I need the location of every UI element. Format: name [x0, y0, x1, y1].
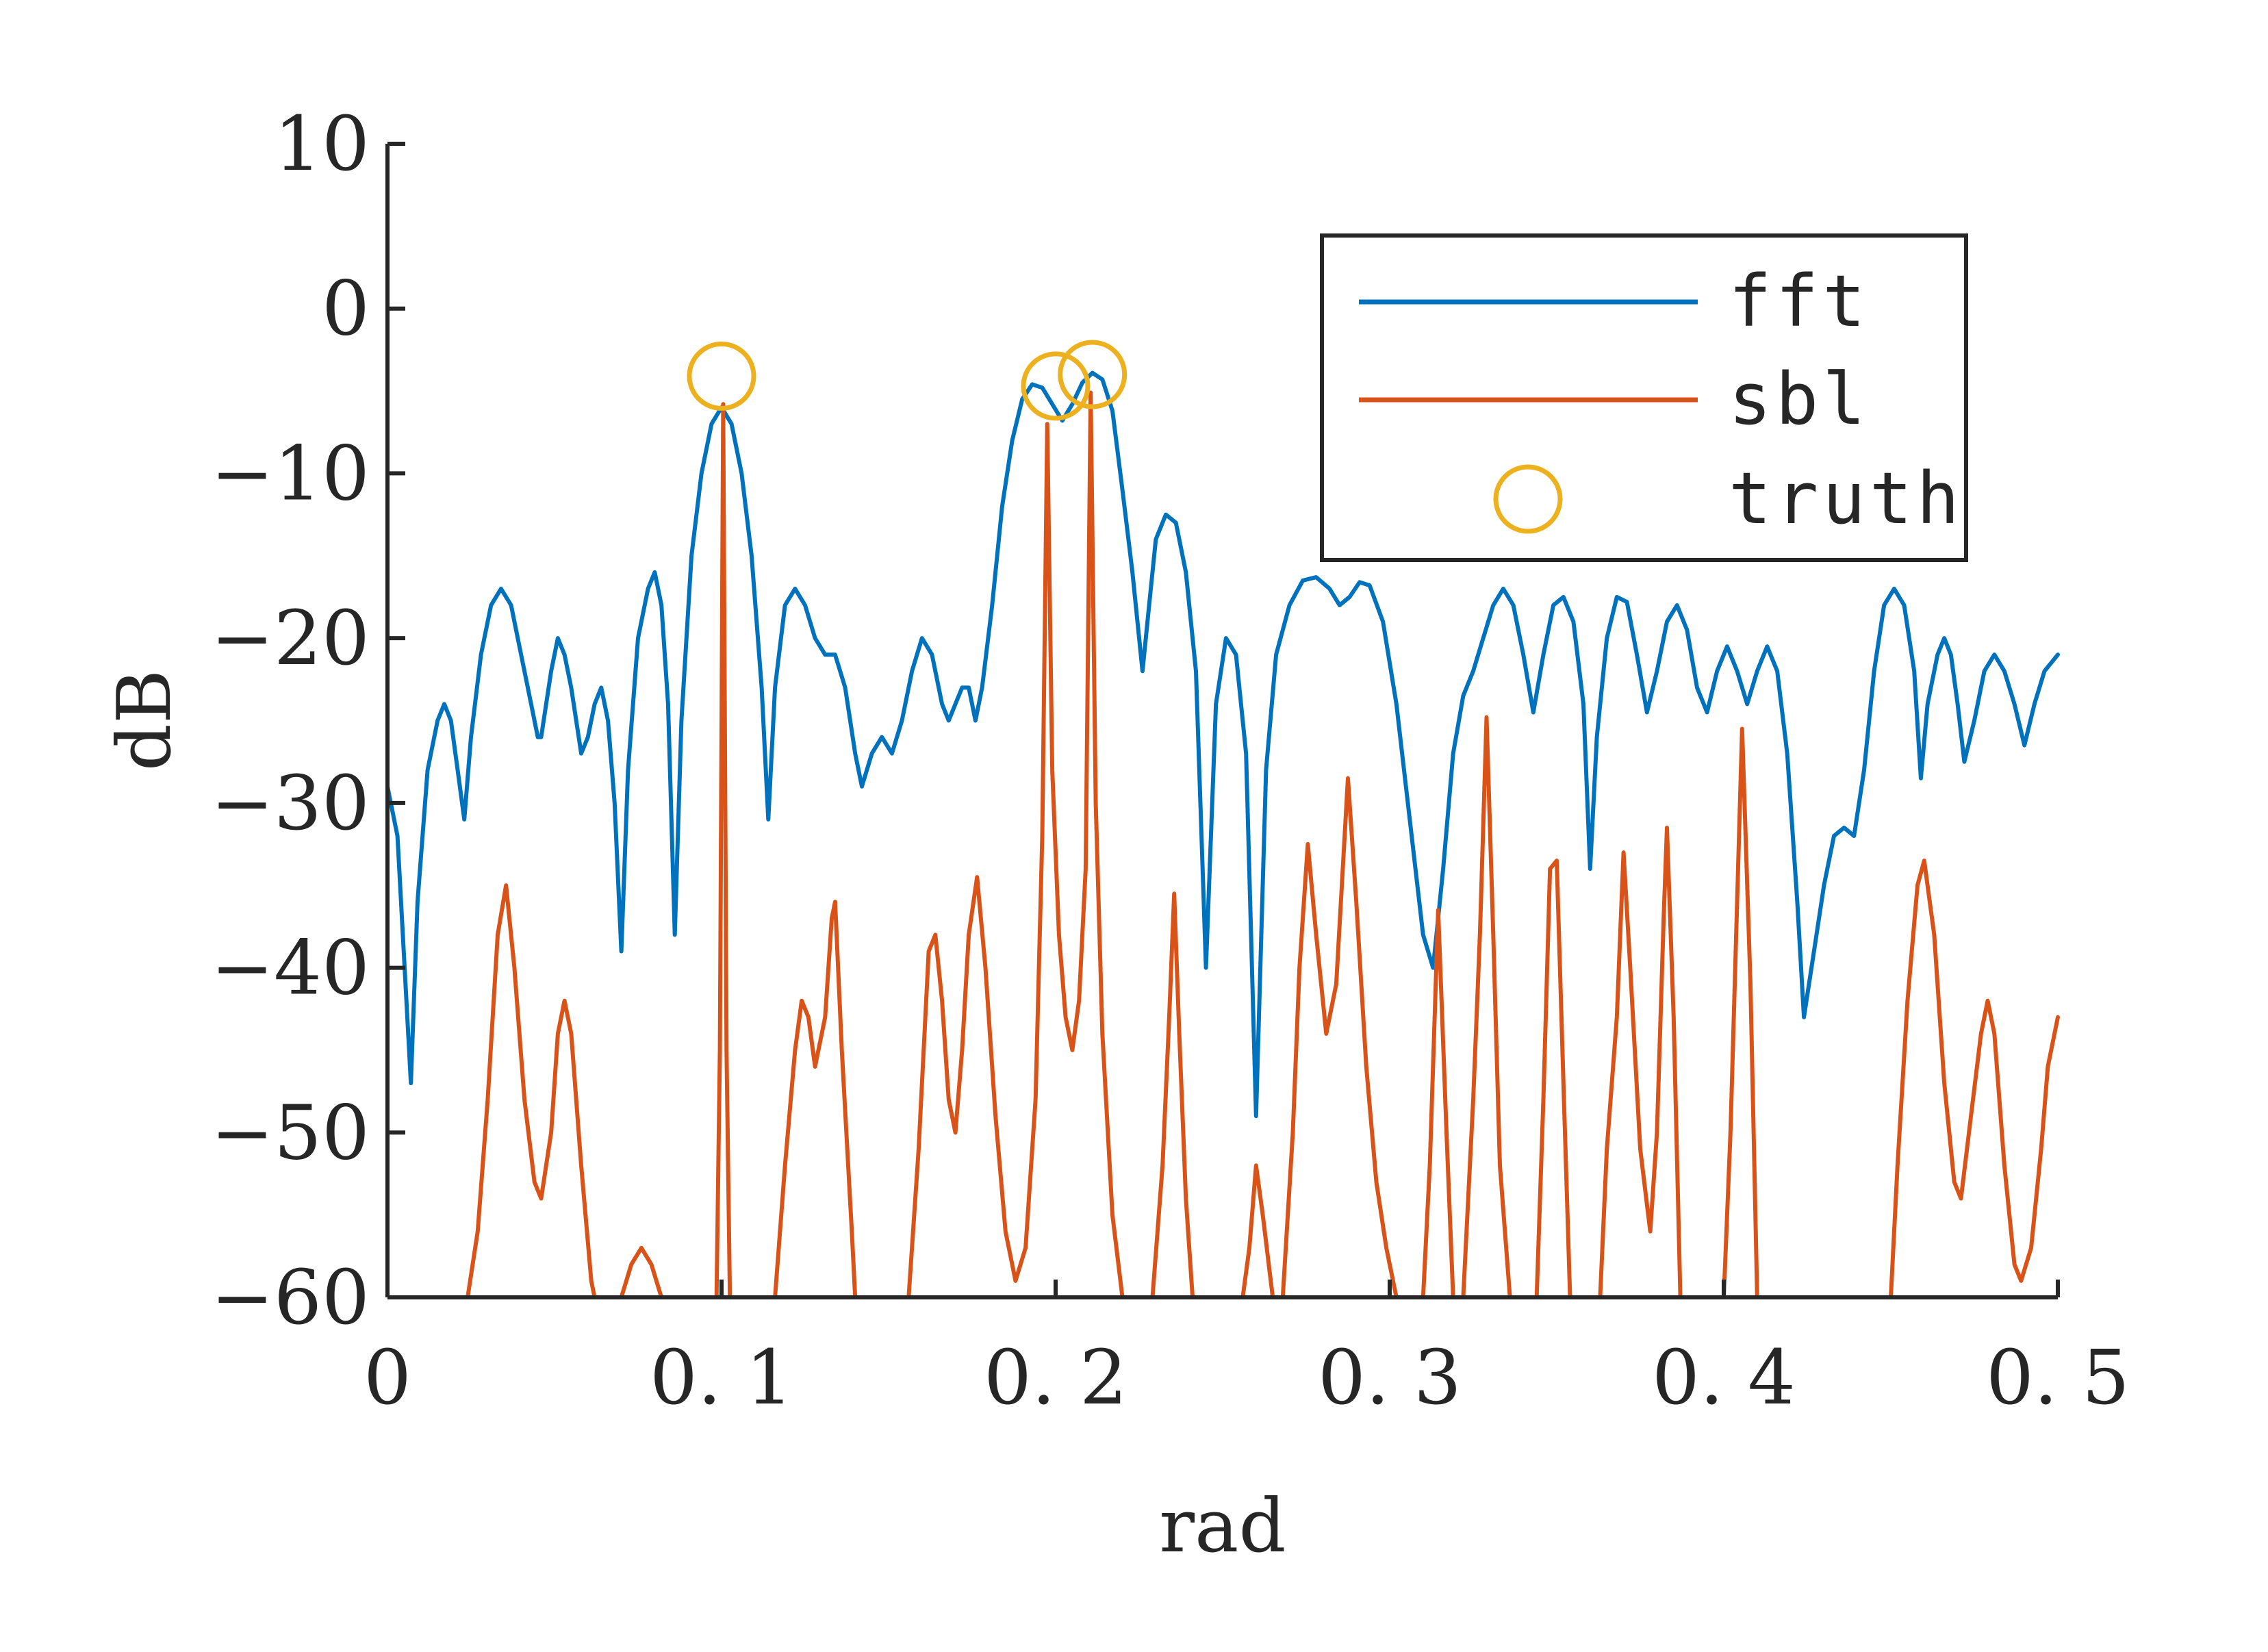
y-tick-label-3: −20: [211, 594, 370, 682]
legend-truth-label: truth: [1729, 457, 1963, 540]
series-truth-marker-2: [1058, 340, 1127, 409]
series-truth-marker-1: [1021, 351, 1091, 421]
y-ticks: 10 0 −10 −20 −30 −40 −50 −60: [211, 100, 405, 1341]
legend-fft-label: fft: [1729, 259, 1870, 343]
y-tick-label-2: −10: [211, 429, 370, 517]
y-tick-label-5: −40: [211, 924, 370, 1012]
x-tick-label-3: 0. 3: [1318, 1334, 1462, 1421]
x-axis-label: rad: [1159, 1484, 1286, 1569]
y-tick-label-4: −30: [211, 759, 370, 847]
y-tick-label-6: −50: [211, 1089, 370, 1176]
x-tick-label-2: 0. 2: [984, 1334, 1127, 1421]
y-axis-label: dB: [102, 670, 188, 772]
y-tick-label-7: −60: [211, 1254, 370, 1341]
y-tick-label-1: 0: [322, 265, 370, 353]
x-ticks: 0 0. 1 0. 2 0. 3 0. 4 0. 5: [364, 1280, 2130, 1421]
series-fft-line: [385, 370, 2060, 1119]
series-truth-marker-0: [687, 341, 756, 411]
legend: fft sbl truth: [1320, 233, 1968, 562]
x-tick-label-1: 0. 1: [650, 1334, 793, 1421]
y-tick-label-0: 10: [274, 100, 370, 188]
legend-truth-marker: [1493, 464, 1563, 534]
x-tick-label-4: 0. 4: [1652, 1334, 1796, 1421]
x-tick-label-0: 0: [364, 1334, 411, 1421]
legend-sbl-label: sbl: [1729, 357, 1870, 441]
x-tick-label-5: 0. 5: [1986, 1334, 2130, 1421]
